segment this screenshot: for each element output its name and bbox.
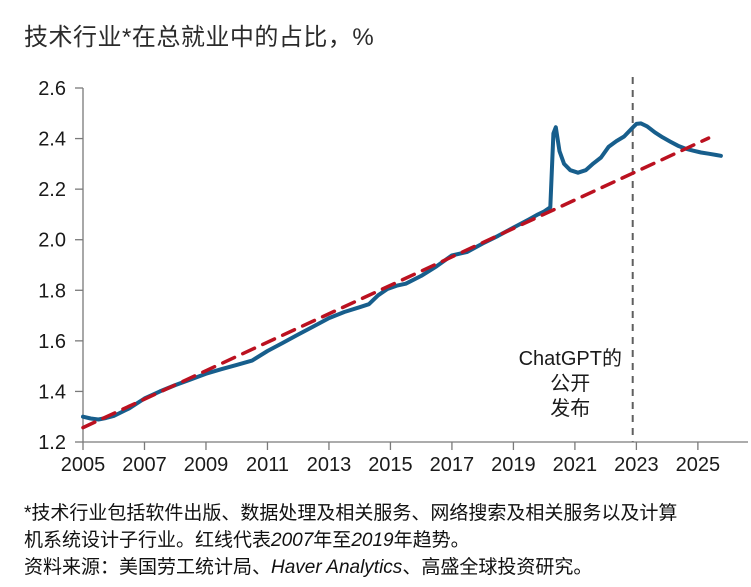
y-tick-label: 1.6 (38, 331, 66, 353)
chart-footnote: *技术行业包括软件出版、数据处理及相关服务、网络搜索及相关服务以及计算机系统设计… (24, 500, 692, 554)
trend-line (81, 136, 711, 430)
x-tick-label: 2015 (368, 454, 413, 476)
chatgpt-annotation-line: ChatGPT的 (519, 347, 622, 370)
tech-employment-share-line (81, 121, 723, 422)
y-tick-label: 1.4 (38, 381, 66, 403)
text-segment: 、高盛全球投资研究。 (402, 557, 593, 578)
chart-title: 技术行业*在总就业中的占比，% (24, 24, 375, 51)
y-tick-label: 2.0 (38, 230, 66, 252)
italic-text-segment: 2007 (271, 530, 314, 551)
x-tick-label: 2021 (553, 454, 598, 476)
chatgpt-annotation-line: 公开 (550, 373, 590, 395)
employment-share-line-chart: 1.2 1.4 1.6 1.8 2.0 2.2 2.4 2.6 2005 2007 2009 2011… (38, 77, 748, 476)
y-tick-label: 1.2 (38, 432, 66, 454)
text-segment: *技术行业包括软件出版、数据处理及相关服务、网络搜索及相关服务以及计算机系统设计… (24, 503, 678, 551)
text-segment: 年至 (313, 530, 352, 551)
chart-source: 资料来源：美国劳工统计局、Haver Analytics、高盛全球投资研究。 (24, 554, 724, 581)
y-tick-label: 2.6 (38, 78, 66, 100)
x-tick-label: 2023 (614, 454, 659, 476)
text-segment: 年趋势。 (393, 530, 470, 551)
text-segment: 资料来源：美国劳工统计局、 (24, 557, 272, 578)
x-tick-label: 2011 (246, 454, 289, 476)
x-tick-label: 2007 (122, 454, 167, 476)
x-tick-label: 2017 (430, 454, 475, 476)
y-tick-label: 2.2 (38, 179, 66, 201)
chatgpt-annotation-line: 发布 (550, 397, 590, 420)
chart-notes: *技术行业包括软件出版、数据处理及相关服务、网络搜索及相关服务以及计算机系统设计… (24, 500, 724, 581)
italic-text-segment: 2019 (351, 530, 394, 551)
y-tick-label: 2.4 (38, 129, 66, 151)
x-tick-label: 2009 (184, 454, 229, 476)
x-tick-label: 2019 (491, 454, 536, 476)
italic-text-segment: Haver Analytics (271, 557, 403, 578)
x-tick-label: 2005 (61, 454, 106, 476)
x-tick-label: 2025 (676, 454, 721, 476)
y-tick-label: 1.8 (38, 280, 66, 302)
x-tick-label: 2013 (307, 454, 352, 476)
